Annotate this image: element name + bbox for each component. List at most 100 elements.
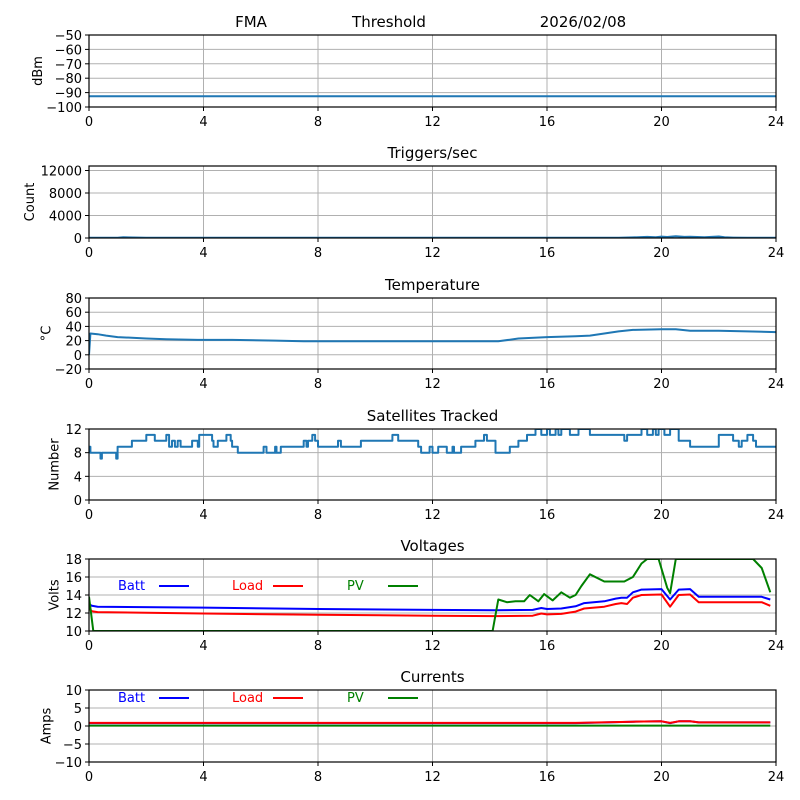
x-tick-label: 20 [653,115,670,130]
x-tick-label: 0 [85,508,93,523]
x-tick-label: 16 [539,377,556,392]
panel-voltages: 0 4 8 12 16 20 24 10 12 14 16 18 Voltages Volts Batt Lo… [48,537,785,654]
y-tick-label: 14 [65,589,82,604]
x-tick-label: 12 [424,770,441,785]
x-tick-label: 8 [314,639,322,654]
y-tick-label: 0 [74,232,82,247]
legend-label: PV [347,691,364,706]
legend-item-batt: Batt [118,579,189,594]
y-axis-label: °C [39,326,54,342]
panel-currents: 0 4 8 12 16 20 24 −10 −5 0 5 10 Currents Amps Batt Load… [39,668,784,785]
y-tick-label: 20 [65,335,82,350]
y-tick-label: 40 [65,320,82,335]
legend-item-pv: PV [347,691,418,706]
x-tick-label: 16 [539,770,556,785]
panel-fma: 0 4 8 12 16 20 24 −100−90−80−70−60−50 dBm [31,29,784,130]
x-tick-label: 12 [424,377,441,392]
header-title-threshold: Threshold [351,13,426,31]
series-line-pv [89,559,772,631]
y-tick-label: 8 [74,447,82,462]
x-tick-label: 0 [85,770,93,785]
y-tick-label: 12 [65,423,82,438]
y-tick-label: 12000 [41,165,82,180]
y-tick-label: 60 [65,306,82,321]
y-tick-label: 18 [65,553,82,568]
x-tick-label: 24 [768,508,785,523]
x-tick-label: 12 [424,639,441,654]
y-tick-label: 8000 [49,187,82,202]
header-title-date: 2026/02/08 [540,13,626,31]
x-tick-label: 16 [539,246,556,261]
series-line-satellites [89,429,776,460]
x-tick-label: 20 [653,377,670,392]
x-tick-label: 24 [768,377,785,392]
x-tick-label: 24 [768,639,785,654]
legend-label: Batt [118,579,145,594]
chart-title: Voltages [400,537,464,555]
x-tick-label: 16 [539,508,556,523]
x-tick-label: 20 [653,246,670,261]
chart-title: Temperature [384,276,480,294]
x-tick-label: 4 [199,115,207,130]
y-tick-label: −80 [55,72,82,87]
x-tick-label: 20 [653,639,670,654]
x-tick-label: 8 [314,770,322,785]
x-tick-label: 4 [199,246,207,261]
x-tick-label: 0 [85,115,93,130]
y-axis-label: dBm [31,56,46,86]
legend-item-load: Load [232,579,303,594]
x-tick-label: 16 [539,115,556,130]
series-line-load [89,720,771,724]
y-axis-label: Count [23,183,38,222]
x-tick-label: 12 [424,508,441,523]
y-axis-label: Volts [48,579,63,611]
x-tick-label: 4 [199,377,207,392]
x-tick-label: 8 [314,115,322,130]
y-tick-label: 4 [74,470,82,485]
legend-label: Load [232,691,263,706]
x-tick-label: 12 [424,246,441,261]
y-tick-label: −100 [46,101,82,116]
x-tick-label: 4 [199,508,207,523]
y-tick-label: −10 [55,756,82,771]
x-tick-label: 20 [653,770,670,785]
legend-label: Batt [118,691,145,706]
y-tick-label: 0 [74,349,82,364]
y-tick-label: −60 [55,43,82,58]
y-tick-label: −90 [55,87,82,102]
x-tick-label: 0 [85,639,93,654]
y-axis-label: Amps [39,707,54,744]
y-tick-label: 0 [74,494,82,509]
y-tick-label: 10 [65,625,82,640]
y-tick-label: −20 [55,363,82,378]
panel-satellites: 0 4 8 12 16 20 24 0 4 8 12 Satellites Tracked Number [48,407,785,523]
series-line-load [89,593,771,618]
x-tick-label: 12 [424,115,441,130]
y-tick-label: 0 [74,720,82,735]
x-tick-label: 24 [768,770,785,785]
y-tick-label: 12 [65,607,82,622]
x-tick-label: 24 [768,246,785,261]
x-tick-label: 0 [85,377,93,392]
chart-title: Currents [400,668,464,686]
panel-triggers: 0 4 8 12 16 20 24 0 4000 8000 12000 Triggers/sec Cou… [23,144,784,261]
legend-item-load: Load [232,691,303,706]
x-tick-label: 4 [199,639,207,654]
x-tick-label: 8 [314,246,322,261]
y-axis-label: Number [48,438,63,491]
series-line-batt [89,588,771,612]
legend-item-batt: Batt [118,691,189,706]
chart-title: Satellites Tracked [367,407,498,425]
x-tick-label: 16 [539,639,556,654]
x-tick-label: 4 [199,770,207,785]
figure-header: FMA Threshold 2026/02/08 [235,13,626,31]
y-tick-label: 10 [65,684,82,699]
header-title-fma: FMA [235,13,268,31]
legend-item-pv: PV [347,579,418,594]
y-tick-label: 16 [65,571,82,586]
x-tick-label: 8 [314,508,322,523]
y-tick-label: −5 [63,738,82,753]
x-tick-label: 0 [85,246,93,261]
